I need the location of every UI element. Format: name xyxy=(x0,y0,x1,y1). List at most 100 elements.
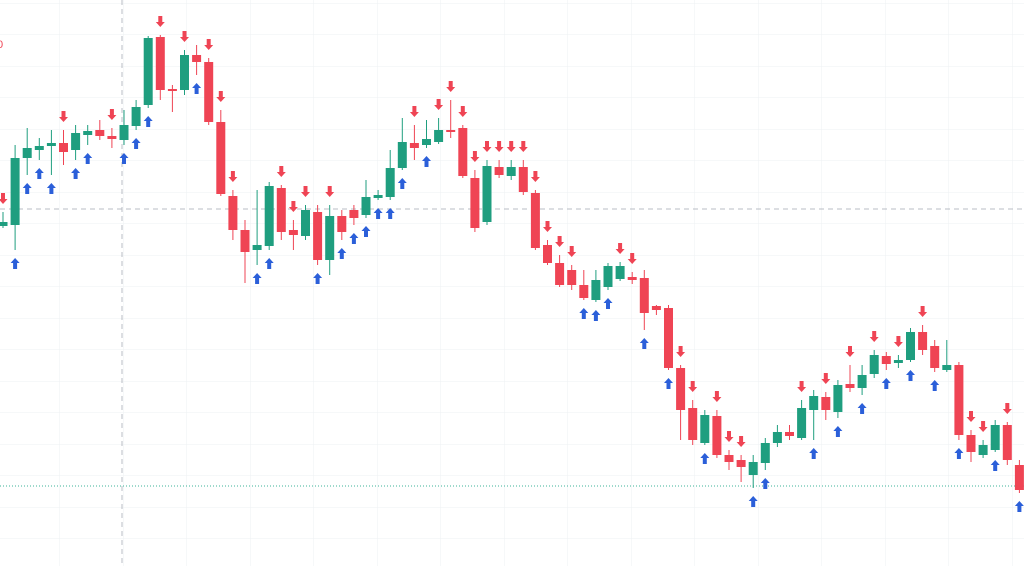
candle-body xyxy=(180,55,189,90)
candle-body xyxy=(107,136,117,139)
sell-arrow xyxy=(107,109,117,120)
sell-arrow xyxy=(530,171,540,182)
buy-arrow xyxy=(10,258,20,269)
buy-arrow xyxy=(930,380,940,391)
candle-body xyxy=(385,168,395,197)
candle-body xyxy=(313,212,323,260)
sell-arrow xyxy=(409,106,419,117)
buy-arrow xyxy=(990,460,1000,471)
candle-body xyxy=(276,188,286,232)
candle-body xyxy=(942,365,952,370)
candle-body xyxy=(664,308,673,368)
candle-body xyxy=(736,460,746,467)
candle-body xyxy=(579,285,589,298)
candle-body xyxy=(1014,465,1024,490)
buy-arrow xyxy=(639,338,649,349)
candle-body xyxy=(712,416,722,455)
candle-body xyxy=(603,266,613,287)
sell-arrow xyxy=(627,253,637,264)
buy-arrow xyxy=(906,370,915,381)
sell-arrow xyxy=(797,381,807,392)
buy-arrow xyxy=(397,178,407,189)
candle-body xyxy=(131,107,141,126)
sell-arrow xyxy=(1002,403,1012,414)
corner-label: 0 xyxy=(0,39,3,51)
candle-body xyxy=(46,143,56,146)
sell-arrow xyxy=(724,431,734,442)
candle-body xyxy=(10,158,20,225)
buy-arrow xyxy=(313,273,323,284)
candle-body xyxy=(22,148,32,158)
buy-arrow xyxy=(603,298,613,309)
buy-arrow xyxy=(664,378,673,389)
candle-body xyxy=(833,385,843,412)
buy-arrow xyxy=(857,403,867,414)
candle-body xyxy=(155,37,165,90)
candle-body xyxy=(809,396,819,410)
sell-arrow xyxy=(482,141,492,152)
buy-arrow xyxy=(264,258,274,269)
sell-arrow xyxy=(288,201,298,212)
sell-arrow xyxy=(434,99,444,110)
sell-arrow xyxy=(978,421,988,432)
sell-arrow xyxy=(567,246,577,257)
candle-body xyxy=(325,216,335,260)
buy-arrow xyxy=(748,496,758,507)
buy-arrow xyxy=(809,448,819,459)
candle-body xyxy=(1002,425,1012,460)
candle-body xyxy=(869,355,879,374)
candle-body xyxy=(0,222,8,226)
candle-body xyxy=(252,245,262,250)
candle-body xyxy=(59,143,68,152)
sell-arrow xyxy=(676,346,686,357)
candle-body xyxy=(760,443,770,463)
candle-body xyxy=(95,130,105,136)
candle-body xyxy=(361,197,371,215)
buy-arrow xyxy=(591,310,601,321)
sell-arrow xyxy=(228,171,238,182)
buy-arrow xyxy=(71,168,81,179)
candle-body xyxy=(397,142,407,168)
candle-body xyxy=(470,178,480,228)
buy-arrow xyxy=(700,453,710,464)
candle-body xyxy=(422,139,431,145)
candle-body xyxy=(676,368,686,410)
candle-body xyxy=(821,397,831,410)
candle-body xyxy=(627,277,637,280)
buy-arrow xyxy=(760,478,770,489)
buy-arrow xyxy=(373,208,383,219)
candle-body xyxy=(797,408,807,438)
candle-body xyxy=(204,62,214,122)
candle-body xyxy=(119,125,129,140)
sell-arrow xyxy=(155,16,165,27)
sell-arrow xyxy=(869,331,879,342)
candle-body xyxy=(506,167,516,176)
buy-arrow xyxy=(1014,501,1024,512)
sell-arrow xyxy=(458,106,468,117)
candle-body xyxy=(978,445,988,455)
candle-body xyxy=(167,89,177,91)
buy-arrow xyxy=(833,426,843,437)
sell-arrow xyxy=(966,411,976,422)
candle-body xyxy=(918,332,928,350)
sell-arrow xyxy=(543,221,552,232)
buy-arrow xyxy=(349,233,359,244)
sell-arrow xyxy=(301,186,310,197)
candle-body xyxy=(337,216,347,232)
candle-body xyxy=(845,384,855,388)
sell-arrow xyxy=(0,193,8,204)
candle-body xyxy=(990,425,1000,450)
candle-body xyxy=(264,186,274,246)
candle-body xyxy=(966,435,976,452)
candle-body xyxy=(724,455,734,462)
sell-arrow xyxy=(494,141,504,152)
candle-body xyxy=(518,167,528,192)
sell-arrow xyxy=(216,91,226,102)
candle-body xyxy=(567,270,577,285)
sell-arrow xyxy=(506,141,516,152)
candle-body xyxy=(748,462,758,475)
candle-body xyxy=(216,122,226,194)
sell-arrow xyxy=(59,111,68,122)
